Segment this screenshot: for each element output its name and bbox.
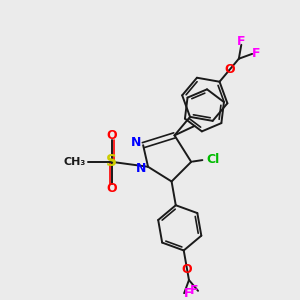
- Text: CH₃: CH₃: [63, 157, 85, 167]
- Text: O: O: [225, 63, 236, 76]
- Text: O: O: [181, 262, 192, 276]
- Text: F: F: [237, 35, 245, 48]
- Text: Cl: Cl: [206, 153, 219, 166]
- Text: S: S: [106, 154, 117, 169]
- Text: O: O: [106, 129, 117, 142]
- Text: N: N: [136, 162, 146, 175]
- Text: F: F: [190, 284, 198, 297]
- Text: O: O: [106, 182, 117, 194]
- Text: F: F: [184, 287, 193, 300]
- Text: F: F: [251, 47, 260, 60]
- Text: N: N: [130, 136, 141, 149]
